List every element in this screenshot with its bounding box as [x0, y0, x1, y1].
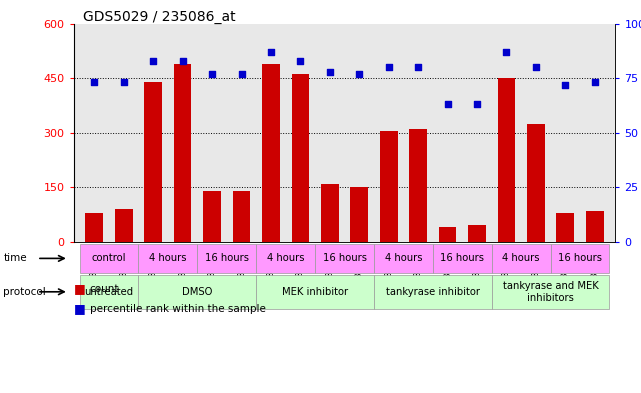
Bar [380, 131, 397, 242]
Text: percentile rank within the sample: percentile rank within the sample [90, 303, 265, 314]
Text: 4 hours: 4 hours [149, 253, 187, 263]
Point [590, 79, 600, 86]
Text: 4 hours: 4 hours [267, 253, 304, 263]
Point [178, 57, 188, 64]
Text: protocol: protocol [3, 287, 46, 297]
Point [501, 49, 512, 55]
Bar [438, 227, 456, 242]
Point [472, 101, 482, 107]
Text: GDS5029 / 235086_at: GDS5029 / 235086_at [83, 10, 236, 24]
Bar [410, 129, 427, 242]
Bar [321, 184, 338, 242]
Text: 16 hours: 16 hours [440, 253, 485, 263]
Point [354, 71, 364, 77]
Bar [144, 82, 162, 242]
Text: 16 hours: 16 hours [322, 253, 367, 263]
Text: 4 hours: 4 hours [385, 253, 422, 263]
Text: tankyrase inhibitor: tankyrase inhibitor [386, 287, 480, 297]
Text: MEK inhibitor: MEK inhibitor [282, 287, 348, 297]
Bar [203, 191, 221, 242]
Bar [292, 74, 309, 242]
Point [325, 68, 335, 75]
Text: ■: ■ [74, 282, 85, 296]
Bar [468, 225, 486, 242]
Point [531, 64, 541, 70]
Point [119, 79, 129, 86]
Point [383, 64, 394, 70]
Text: count: count [90, 284, 119, 294]
Point [560, 81, 570, 88]
Text: 16 hours: 16 hours [204, 253, 249, 263]
Point [442, 101, 453, 107]
Text: ■: ■ [74, 302, 85, 315]
Point [237, 71, 247, 77]
Bar [527, 123, 545, 242]
Text: time: time [3, 253, 27, 263]
Bar [115, 209, 133, 242]
Bar [586, 211, 604, 242]
Text: untreated: untreated [85, 287, 133, 297]
Point [89, 79, 99, 86]
Bar [351, 187, 368, 242]
Text: tankyrase and MEK
inhibitors: tankyrase and MEK inhibitors [503, 281, 599, 303]
Text: 4 hours: 4 hours [503, 253, 540, 263]
Bar [85, 213, 103, 242]
Point [148, 57, 158, 64]
Bar [174, 64, 192, 242]
Point [413, 64, 423, 70]
Point [266, 49, 276, 55]
Bar [233, 191, 251, 242]
Text: DMSO: DMSO [182, 287, 213, 297]
Text: control: control [92, 253, 126, 263]
Bar [556, 213, 574, 242]
Text: 16 hours: 16 hours [558, 253, 602, 263]
Point [207, 71, 217, 77]
Point [296, 57, 306, 64]
Bar [262, 64, 279, 242]
Bar [497, 78, 515, 242]
